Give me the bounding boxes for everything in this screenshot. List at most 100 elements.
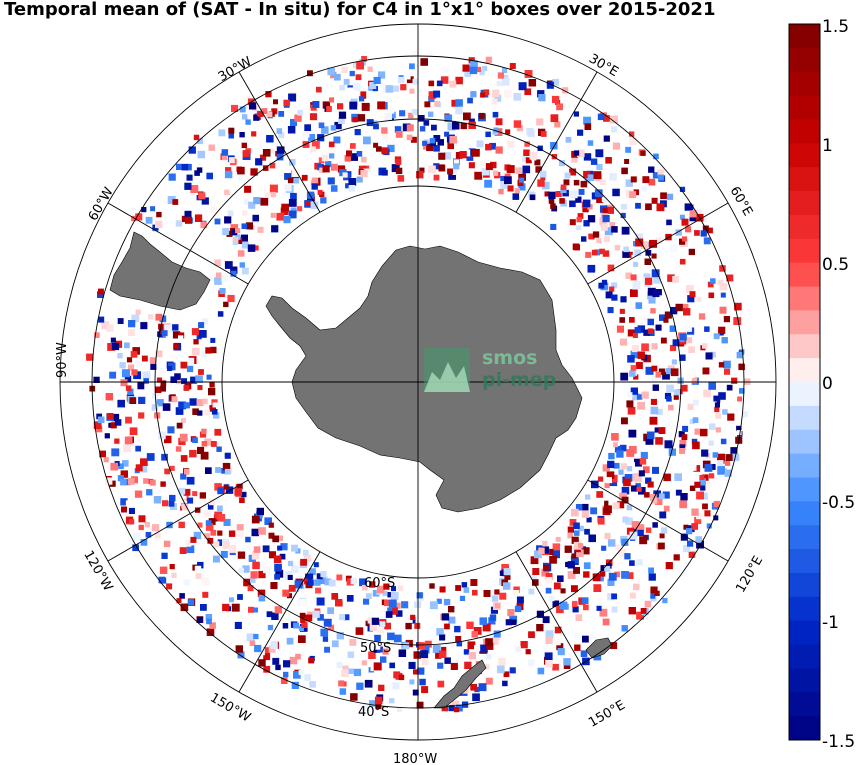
data-cell	[555, 536, 561, 542]
data-cell	[605, 477, 612, 484]
data-cell	[155, 350, 163, 358]
data-cell	[364, 679, 373, 688]
data-cell	[709, 464, 716, 470]
data-cell	[571, 536, 579, 544]
data-cell	[179, 593, 185, 599]
data-cell	[238, 567, 244, 574]
data-cell	[354, 129, 361, 136]
logo-line1: smos	[482, 347, 537, 369]
data-cell	[127, 478, 135, 485]
data-cell	[208, 518, 216, 525]
data-cell	[659, 533, 665, 539]
data-cell	[545, 636, 553, 644]
data-cell	[542, 540, 548, 547]
data-cell	[478, 112, 485, 119]
data-cell	[308, 134, 315, 141]
data-cell	[700, 485, 706, 491]
data-cell	[224, 452, 231, 459]
data-cell	[422, 646, 430, 654]
data-cell	[554, 121, 561, 128]
data-cell	[468, 162, 475, 169]
data-cell	[122, 460, 129, 467]
data-cell	[668, 448, 676, 456]
data-cell	[151, 404, 159, 411]
data-cell	[194, 565, 202, 573]
data-cell	[334, 73, 341, 81]
data-cell	[641, 391, 649, 399]
data-cell	[394, 602, 401, 609]
data-cell	[264, 517, 272, 525]
data-cell	[257, 226, 264, 233]
data-cell	[479, 69, 485, 76]
data-cell	[621, 496, 629, 504]
data-cell	[117, 475, 124, 482]
data-cell	[643, 354, 651, 363]
data-cell	[187, 357, 195, 365]
label-90w: 90°W	[55, 342, 70, 378]
data-cell	[224, 189, 230, 196]
data-cell	[455, 99, 463, 107]
data-cell	[641, 185, 648, 192]
data-cell	[329, 153, 335, 159]
smos-pimep-logo: smos pi-mep	[424, 347, 556, 392]
colorbar-bin	[789, 238, 820, 264]
data-cell	[199, 492, 206, 499]
data-cell	[598, 476, 604, 482]
data-cell	[596, 491, 603, 498]
data-cell	[702, 474, 709, 481]
data-cell	[611, 606, 618, 613]
data-cell	[321, 126, 329, 134]
data-cell	[346, 578, 354, 586]
data-cell	[450, 662, 458, 670]
data-cell	[376, 585, 385, 594]
data-cell	[517, 180, 524, 187]
data-cell	[529, 151, 538, 160]
colorbar-bin	[789, 95, 820, 120]
data-cell	[663, 473, 671, 482]
data-cell	[227, 210, 234, 217]
data-cell	[258, 659, 266, 667]
colorbar-bin	[789, 668, 820, 693]
data-cell	[433, 135, 441, 142]
data-cell	[382, 133, 389, 140]
data-cell	[544, 191, 550, 197]
data-cell	[140, 458, 148, 466]
data-cell	[350, 577, 358, 585]
data-cell	[631, 254, 638, 261]
data-cell	[247, 244, 256, 252]
data-cell	[149, 559, 156, 566]
data-cell	[470, 91, 477, 98]
data-cell	[318, 122, 325, 129]
data-cell	[704, 326, 710, 332]
data-cell	[633, 322, 641, 329]
data-cell	[180, 473, 187, 480]
data-cell	[686, 284, 694, 293]
data-cell	[214, 218, 221, 225]
data-cell	[642, 176, 650, 184]
data-cell	[385, 611, 393, 618]
data-cell	[668, 404, 674, 411]
data-cell	[441, 704, 448, 712]
data-cell	[575, 614, 583, 621]
data-cell	[636, 611, 644, 620]
data-cell	[141, 207, 147, 213]
data-cell	[495, 146, 503, 154]
data-cell	[490, 606, 498, 614]
data-cell	[248, 606, 254, 613]
data-cell	[124, 436, 133, 445]
data-cell	[736, 425, 742, 432]
data-cell	[373, 662, 382, 671]
data-cell	[110, 462, 119, 471]
colorbar-frame	[788, 23, 821, 741]
data-cell	[466, 621, 474, 629]
data-cell	[621, 203, 627, 210]
data-cell	[326, 106, 332, 112]
data-cell	[158, 576, 166, 584]
data-cell	[502, 582, 511, 590]
data-cell	[607, 264, 615, 272]
data-cell	[488, 617, 496, 625]
data-cell	[691, 508, 699, 516]
data-cell	[268, 551, 276, 559]
data-cell	[105, 393, 113, 401]
data-cell	[276, 146, 285, 155]
